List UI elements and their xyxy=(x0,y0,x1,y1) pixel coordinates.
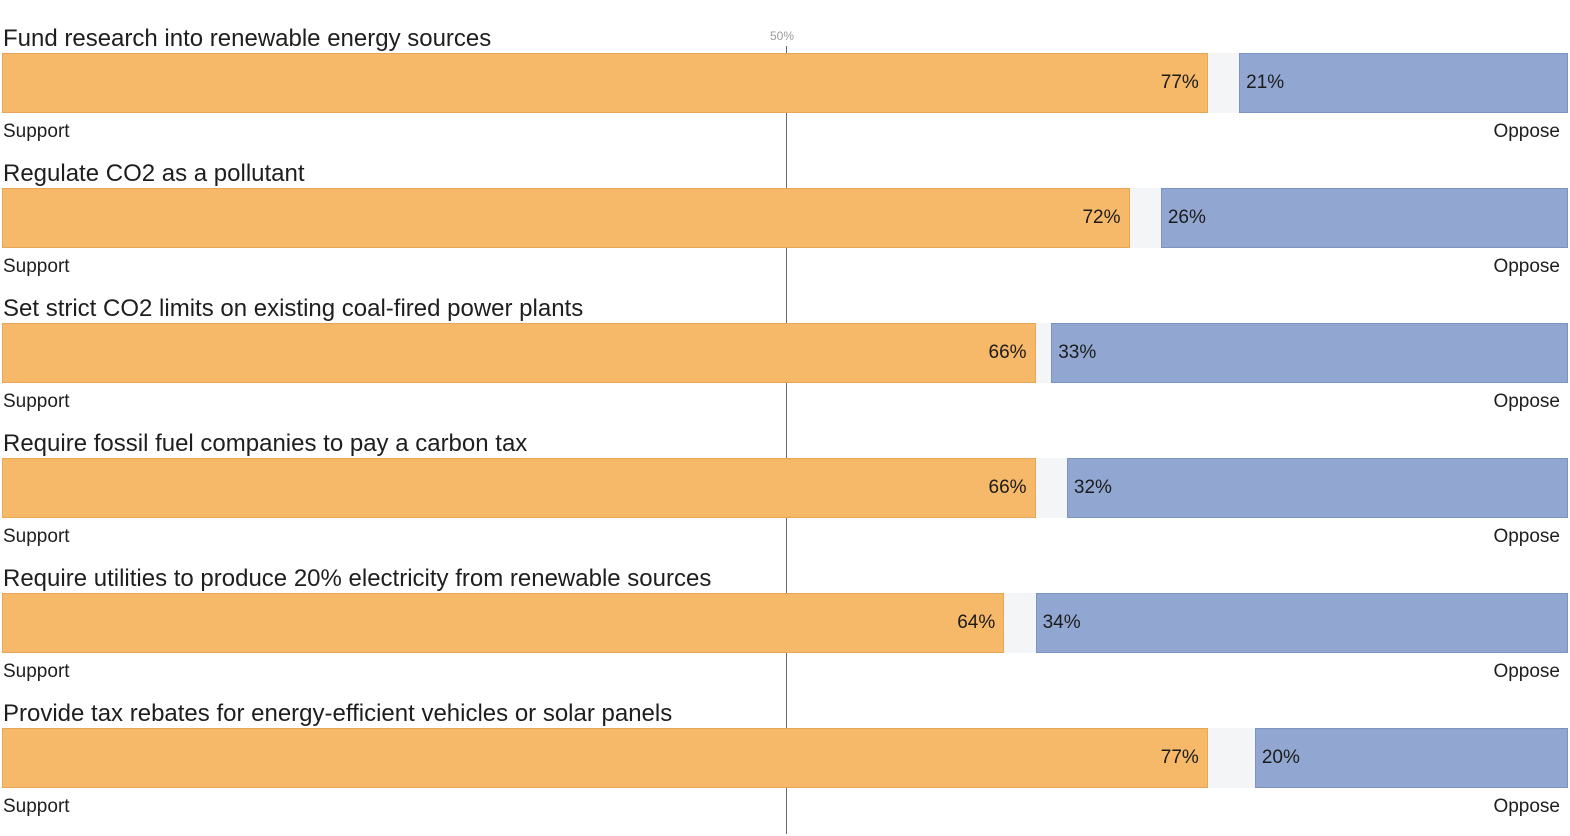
oppose-bar: 34% xyxy=(1035,593,1568,653)
category-label: Require fossil fuel companies to pay a c… xyxy=(3,430,528,457)
oppose-bar: 33% xyxy=(1051,323,1568,383)
category-label: Set strict CO2 limits on existing coal-f… xyxy=(3,295,584,322)
bar-track: 66% 32% xyxy=(2,458,1568,518)
support-end-label: Support xyxy=(3,661,70,682)
support-bar: 66% xyxy=(2,323,1036,383)
support-bar: 64% xyxy=(2,593,1005,653)
category-label: Provide tax rebates for energy-efficient… xyxy=(3,700,673,727)
oppose-percent-label: 21% xyxy=(1246,72,1285,93)
bar-track: 77% 21% xyxy=(2,53,1568,113)
support-end-label: Support xyxy=(3,256,70,277)
oppose-end-label: Oppose xyxy=(1493,526,1560,547)
support-end-label: Support xyxy=(3,526,70,547)
oppose-bar: 26% xyxy=(1160,188,1568,248)
chart-row: Require utilities to produce 20% electri… xyxy=(0,566,1570,701)
support-percent-label: 64% xyxy=(957,612,996,633)
support-percent-label: 66% xyxy=(988,342,1027,363)
midpoint-label: 50% xyxy=(770,29,795,43)
support-bar: 77% xyxy=(2,53,1208,113)
support-end-label: Support xyxy=(3,121,70,142)
oppose-end-label: Oppose xyxy=(1493,391,1560,412)
category-label: Require utilities to produce 20% electri… xyxy=(3,565,712,592)
oppose-bar: 21% xyxy=(1239,53,1568,113)
bar-track: 64% 34% xyxy=(2,593,1568,653)
chart-row: Require fossil fuel companies to pay a c… xyxy=(0,431,1570,566)
midpoint-reference-line xyxy=(786,46,787,834)
support-percent-label: 77% xyxy=(1160,72,1199,93)
bar-track: 66% 33% xyxy=(2,323,1568,383)
bar-track: 77% 20% xyxy=(2,728,1568,788)
support-percent-label: 77% xyxy=(1160,747,1199,768)
support-percent-label: 72% xyxy=(1082,207,1121,228)
support-percent-label: 66% xyxy=(988,477,1027,498)
oppose-end-label: Oppose xyxy=(1493,796,1560,817)
oppose-bar: 32% xyxy=(1066,458,1568,518)
chart-row: Provide tax rebates for energy-efficient… xyxy=(0,701,1570,836)
chart-row: Regulate CO2 as a pollutant 72% 26% Support… xyxy=(0,161,1570,296)
category-label: Regulate CO2 as a pollutant xyxy=(3,160,305,187)
oppose-percent-label: 26% xyxy=(1167,207,1206,228)
support-bar: 66% xyxy=(2,458,1036,518)
oppose-percent-label: 33% xyxy=(1058,342,1097,363)
oppose-bar: 20% xyxy=(1254,728,1568,788)
oppose-end-label: Oppose xyxy=(1493,121,1560,142)
chart-row: Fund research into renewable energy sour… xyxy=(0,26,1570,161)
chart-row: Set strict CO2 limits on existing coal-f… xyxy=(0,296,1570,431)
oppose-end-label: Oppose xyxy=(1493,256,1560,277)
oppose-percent-label: 20% xyxy=(1261,747,1300,768)
support-end-label: Support xyxy=(3,796,70,817)
support-bar: 72% xyxy=(2,188,1130,248)
oppose-percent-label: 32% xyxy=(1073,477,1112,498)
oppose-percent-label: 34% xyxy=(1042,612,1081,633)
support-bar: 77% xyxy=(2,728,1208,788)
oppose-end-label: Oppose xyxy=(1493,661,1560,682)
category-label: Fund research into renewable energy sour… xyxy=(3,25,492,52)
support-end-label: Support xyxy=(3,391,70,412)
bar-track: 72% 26% xyxy=(2,188,1568,248)
